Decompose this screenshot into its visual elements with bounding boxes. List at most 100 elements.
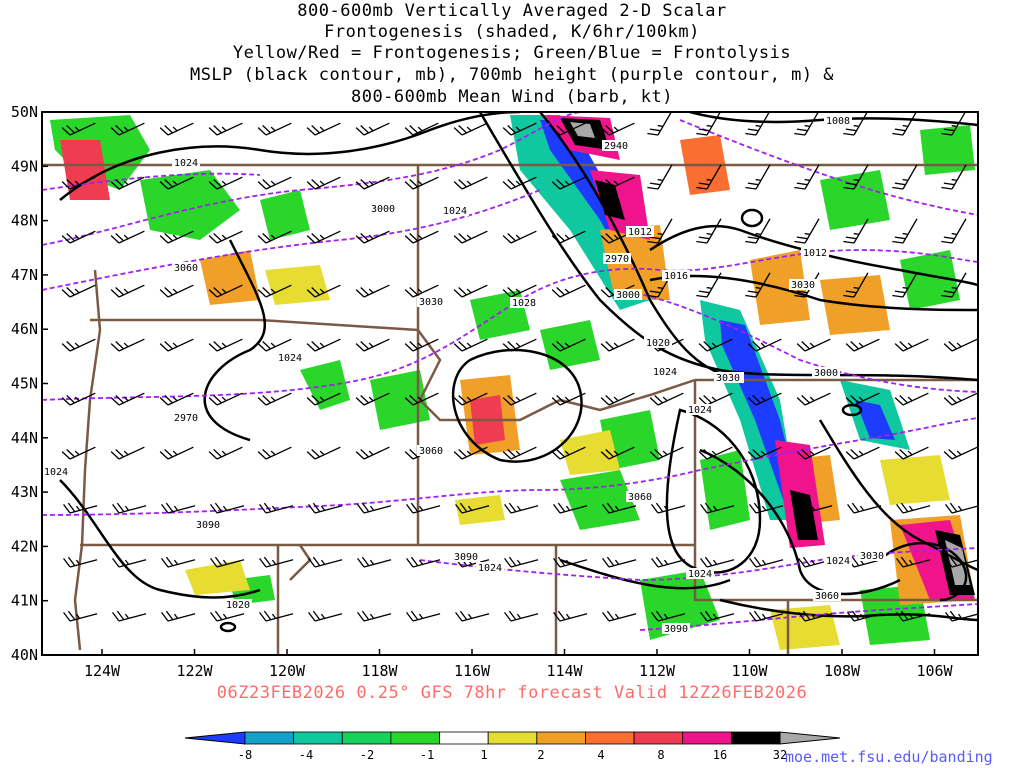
wind-barb (112, 610, 147, 622)
wind-barb (749, 502, 784, 514)
wind-barb (308, 610, 343, 622)
mslp-label: 1024 (688, 405, 712, 416)
wind-barb (502, 392, 537, 406)
wind-barb (602, 556, 637, 568)
contour-label-bg (686, 568, 714, 579)
credit-link[interactable]: moe.met.fsu.edu/banding (785, 748, 993, 766)
mslp-label: 1024 (688, 569, 712, 580)
wind-barb (943, 446, 978, 460)
contour-label-bg (626, 226, 654, 237)
wind-barb (843, 218, 869, 244)
wind-barb (257, 284, 292, 298)
lat-label: 42N (11, 537, 38, 555)
wind-barb (696, 218, 722, 244)
wind-barb (404, 284, 439, 298)
lat-label: 43N (11, 483, 38, 501)
lon-label: 110W (731, 662, 768, 680)
contour-label-bg (813, 590, 841, 601)
wind-barb (355, 122, 390, 136)
wind-barb (647, 218, 673, 244)
colorbar-segment (244, 731, 295, 745)
colorbar-label: 2 (537, 748, 544, 762)
colorbar-segment (439, 731, 489, 745)
wind-barb (553, 556, 588, 568)
contour-label-bg (644, 337, 672, 348)
wind-barb (553, 610, 588, 622)
contour-label-bg (172, 157, 200, 168)
wind-barb (159, 176, 194, 190)
wind-barb (502, 176, 537, 190)
longitude-labels: 124W 122W 120W 118W 116W 114W 112W 110W 108W 106W (84, 649, 954, 680)
wind-barb (159, 392, 194, 406)
mslp-label: 1024 (478, 563, 502, 574)
lon-label: 114W (546, 662, 583, 680)
mslp-label: 1028 (512, 298, 536, 309)
wind-barb (700, 502, 735, 514)
wind-barb (843, 272, 869, 298)
colorbar: -8 -4 -2 -1 1 2 4 8 16 32 (184, 731, 841, 762)
wind-barb (943, 392, 978, 406)
wind-barb (355, 176, 390, 190)
wind-barb (210, 610, 245, 622)
wind-barb (602, 610, 637, 622)
wind-barb (847, 610, 882, 622)
lon-label: 116W (454, 662, 491, 680)
mslp-label: 1008 (826, 116, 850, 127)
wind-barb (945, 502, 978, 514)
contour-label-bg (626, 491, 654, 502)
wind-barb (749, 556, 784, 568)
wind-barb (651, 502, 686, 514)
wind-barb (257, 392, 292, 406)
mslp-label: 1020 (646, 338, 670, 349)
wind-barb (943, 338, 978, 352)
wind-barb (404, 392, 439, 406)
wind-barb (306, 338, 341, 352)
wind-barb (453, 338, 488, 352)
wind-barb (794, 218, 820, 244)
wind-barb (698, 446, 733, 460)
wind-barb (63, 610, 98, 622)
wind-barb (357, 610, 392, 622)
wind-barb (647, 164, 673, 190)
lon-label: 108W (824, 662, 861, 680)
wind-barb (208, 446, 243, 460)
wind-barb (110, 392, 145, 406)
contour-label-bg (476, 562, 504, 573)
wind-barb (894, 392, 929, 406)
wind-barb (306, 176, 341, 190)
wind-barb (61, 122, 96, 136)
wind-barb (161, 502, 196, 514)
wind-barb (896, 502, 931, 514)
wind-barb (161, 610, 196, 622)
wind-barb (894, 446, 929, 460)
wind-barb (794, 112, 820, 136)
lon-label: 112W (639, 662, 676, 680)
wind-barb (259, 610, 294, 622)
wind-barb (698, 392, 733, 406)
colorbar-segment (585, 731, 635, 745)
wind-barb (455, 610, 490, 622)
latitude-labels: 50N 49N 48N 47N 46N 45N 44N 43N 42N 41N 40N (11, 103, 48, 664)
wind-barb (308, 502, 343, 514)
height-label: 3030 (791, 280, 815, 291)
wind-barb (110, 338, 145, 352)
wind-barb (700, 556, 735, 568)
wind-barb (553, 502, 588, 514)
height-label: 3060 (419, 446, 443, 457)
height-label: 3000 (814, 368, 838, 379)
wind-barb (843, 112, 869, 136)
lon-label: 118W (361, 662, 398, 680)
wind-barb (308, 556, 343, 568)
height-label: 3030 (716, 373, 740, 384)
lat-label: 40N (11, 646, 38, 664)
mslp-label: 1024 (443, 206, 467, 217)
wind-barb (453, 392, 488, 406)
wind-barb (941, 164, 967, 190)
mslp-label: 1024 (826, 556, 850, 567)
contour-labels: 1008 1024 1024 1012 1016 1028 1020 1024 1012 1024… (42, 115, 886, 635)
wind-barb (406, 610, 441, 622)
mslp-label: 1020 (226, 600, 250, 611)
lat-label: 48N (11, 212, 38, 230)
wind-barb (63, 502, 98, 514)
